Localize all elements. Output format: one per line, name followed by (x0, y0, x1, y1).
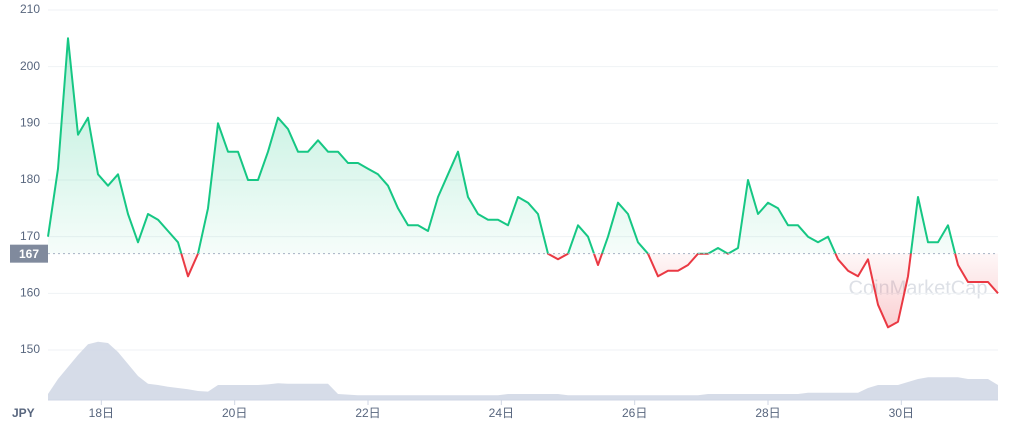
y-tick-label: 200 (20, 59, 40, 73)
currency-label: JPY (12, 406, 35, 420)
x-tick-label: 24日 (489, 406, 514, 420)
x-tick-label: 22日 (355, 406, 380, 420)
x-tick-label: 20日 (222, 406, 247, 420)
y-tick-label: 180 (20, 172, 40, 186)
price-line (47, 37, 999, 329)
y-tick-label: 210 (20, 2, 40, 16)
x-tick-label: 26日 (622, 406, 647, 420)
volume-area (48, 341, 998, 400)
x-tick-label: 28日 (755, 406, 780, 420)
baseline-label-box (10, 244, 48, 263)
x-tick-label: 18日 (89, 406, 114, 420)
y-tick-label: 170 (20, 229, 40, 243)
y-tick-label: 160 (20, 286, 40, 300)
x-tick-label: 30日 (889, 406, 914, 420)
y-tick-label: 150 (20, 342, 40, 356)
y-tick-label: 190 (20, 116, 40, 130)
baseline-label: 167 (19, 247, 39, 261)
